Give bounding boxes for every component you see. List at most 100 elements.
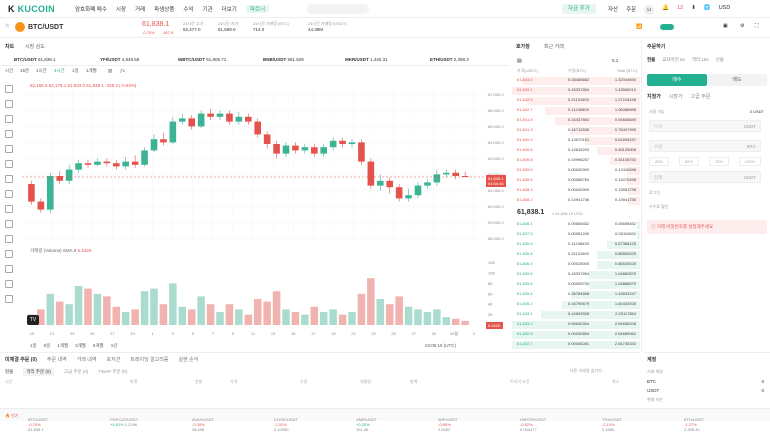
bid-row[interactable]: 61,835.8 0.16337854 1.04862879 xyxy=(512,271,640,279)
nav-markets[interactable]: 시장 xyxy=(115,7,127,13)
book-mode-icon[interactable]: ▤ xyxy=(517,58,522,64)
interval-4h[interactable]: 4시간 xyxy=(54,68,65,73)
nav-derivatives[interactable]: 파생상품 xyxy=(154,7,175,13)
range-1m[interactable]: 1개월 xyxy=(57,343,69,348)
tab-cross-margin[interactable]: 교차마진 5x xyxy=(662,57,685,62)
interval-1mo[interactable]: 1개월 xyxy=(86,68,97,73)
nav-institutional[interactable]: 기관 xyxy=(202,7,213,13)
mkt-tab-5[interactable]: ETH/USDT 2,398.3 xyxy=(430,57,469,62)
bid-row[interactable]: 61,836.8 0.21131900 0.88500025 xyxy=(512,251,640,259)
footer-ticker-item[interactable]: WIF/USDT -0.85% 2.5452 xyxy=(438,417,458,432)
ask-row[interactable]: 61,838.2 0.13941736 0.13941736 xyxy=(512,197,640,205)
tab-futures[interactable]: 선물 xyxy=(715,57,724,62)
ask-row[interactable]: 61,840.9 0.13570151 0.61695157 xyxy=(512,137,640,145)
bid-row[interactable]: 61,833.1 0.44693928 2.05117854 xyxy=(512,311,640,319)
tab-open-orders[interactable]: 미체결 주문 (0) xyxy=(5,357,37,363)
price-input[interactable]: 가격 USDT xyxy=(649,120,761,132)
nav-more[interactable]: 더보기 xyxy=(221,7,237,13)
interval-15m[interactable]: 15분 xyxy=(20,68,30,73)
set-trade-password-warning[interactable]: ⓘ 거래 비밀번호를 설정해주세요 xyxy=(647,220,767,234)
footer-ticker-item[interactable]: XMR/USDT +0.32% 151.46 xyxy=(356,417,377,432)
tab-positions[interactable]: 포지션 xyxy=(106,357,121,363)
kucoin-logo[interactable]: K KUCOIN xyxy=(8,4,55,14)
ask-row[interactable]: 61,841.8 0.16437854 0.94845849 xyxy=(512,117,640,125)
bid-row[interactable]: 61,838.1 0.05658452 0.05658452 xyxy=(512,221,640,229)
ask-row[interactable]: 61,842.9 0.21131500 1.27218158 xyxy=(512,97,640,105)
nav-buy-crypto[interactable]: 암호화폐 매수 xyxy=(75,7,107,13)
ask-row[interactable]: 61,842.7 0.11240809 1.06086658 xyxy=(512,107,640,115)
mkt-tab-4[interactable]: MKR/USDT 1,440.31 xyxy=(345,57,388,62)
pen-icon[interactable] xyxy=(5,145,13,153)
login-link[interactable]: 로그인 xyxy=(649,190,661,195)
mkt-tab-0[interactable]: BTC/USDT 61,838.1 xyxy=(14,57,56,62)
hline-icon[interactable] xyxy=(5,115,13,123)
total-input[interactable]: 합계 USDT xyxy=(649,171,761,183)
footer-ticker-item[interactable]: TRX/USDT -2.10% 0.1566 xyxy=(602,417,622,432)
ask-row[interactable]: 61,839.0 0.00040000 0.14110496 xyxy=(512,167,640,175)
nav-earn[interactable]: 수익 xyxy=(183,7,194,13)
amount-input[interactable]: 수량 BTC xyxy=(649,140,761,152)
tab-algos[interactable]: 트레이딩 알고리즘 xyxy=(130,357,169,363)
sell-tab[interactable]: 매도 xyxy=(707,74,767,86)
indicators-icon[interactable]: ƒx xyxy=(120,68,125,73)
pair-selector[interactable]: BTC/USDT xyxy=(28,24,64,31)
heart-icon[interactable] xyxy=(5,205,13,213)
range-1y[interactable]: 1년 xyxy=(110,343,118,348)
tab-recent-trades[interactable]: 최근 거래 xyxy=(544,44,564,50)
ask-row[interactable]: 61,838.8 0.00088760 0.14070496 xyxy=(512,177,640,185)
bid-row[interactable]: 61,835.6 0.00005700 1.04868579 xyxy=(512,281,640,289)
tab-pnl[interactable]: 실현 손익 xyxy=(178,357,199,363)
hide-other-pairs[interactable]: 다른 거래쌍 숨기기 xyxy=(570,368,602,373)
ask-row[interactable]: 61,839.8 0.19998257 0.34108753 xyxy=(512,157,640,165)
type-advanced[interactable]: 고급 주문 xyxy=(690,94,711,100)
tab-isolated[interactable]: 격리 10x xyxy=(691,57,709,62)
settings-icon[interactable]: ⚙ xyxy=(740,23,745,29)
trash-icon[interactable] xyxy=(5,295,13,303)
mkt-tab-3[interactable]: BNB/USDT 561.529 xyxy=(263,57,304,62)
sub-isolated[interactable]: 격리 주문 (0) xyxy=(23,368,54,376)
sub-advanced[interactable]: 고급 주문 (0) xyxy=(63,369,89,374)
ask-row[interactable]: 61,843.1 0.16337854 1.43556012 xyxy=(512,87,640,95)
pct-25[interactable]: 25% xyxy=(649,157,670,166)
tab-spot[interactable]: 현물 xyxy=(647,57,656,62)
ask-row[interactable]: 61,838.3 0.00040000 0.13981736 xyxy=(512,187,640,195)
mkt-tab-2[interactable]: WBTC/USDT 61,805.71 xyxy=(178,57,227,62)
assets-menu[interactable]: 자산 xyxy=(608,7,619,13)
bell-icon[interactable]: 🔔 xyxy=(662,5,670,11)
bid-row[interactable]: 61,832.8 0.00030854 2.64689062 xyxy=(512,331,640,339)
deposit-button[interactable]: 자금 추가 xyxy=(562,4,596,14)
fee-discount[interactable]: 수수료 할인 xyxy=(649,204,669,209)
interval-1d[interactable]: 1일 xyxy=(72,68,79,73)
tab-orderbook[interactable]: 호가창 xyxy=(516,44,530,50)
interval-1h[interactable]: 1시간 xyxy=(36,68,47,73)
bid-row[interactable]: 61,836.9 0.11248433 0.67368125 xyxy=(512,241,640,249)
bid-row[interactable]: 61,836.4 0.00025000 0.88525025 xyxy=(512,261,640,269)
footer-ticker-item[interactable]: DOGE/USDT -1.02% 0.10950 xyxy=(274,417,298,432)
ask-row[interactable]: 61,840.6 0.14816253 0.48125006 xyxy=(512,147,640,155)
layout-icon[interactable]: ▣ xyxy=(723,23,728,29)
pct-50[interactable]: 50% xyxy=(678,157,699,166)
tab-trade-history[interactable]: 거래 내역 xyxy=(76,357,97,363)
candle-type-icon[interactable]: ▥ xyxy=(108,68,113,73)
ask-row[interactable]: 61,841.3 0.16712838 0.78407995 xyxy=(512,127,640,135)
pct-75[interactable]: 75% xyxy=(708,157,729,166)
global-search-input[interactable] xyxy=(307,4,369,14)
footer-ticker-item[interactable]: ETH/USDT -1.27% 2,398.30 xyxy=(684,417,704,432)
tab-depth[interactable]: 시장 심도 xyxy=(25,44,45,50)
pattern-icon[interactable] xyxy=(5,175,13,183)
globe-icon[interactable]: 🌐 xyxy=(703,5,711,11)
crosshair-icon[interactable] xyxy=(5,85,13,93)
trendline-icon[interactable] xyxy=(5,100,13,108)
range-5d[interactable]: 5일 xyxy=(43,343,51,348)
ruler-icon[interactable] xyxy=(5,220,13,228)
star-icon[interactable]: ☆ xyxy=(5,23,10,29)
type-market[interactable]: 시장가 xyxy=(668,94,683,100)
nav-partner[interactable]: 파트너 xyxy=(245,5,270,13)
fib-icon[interactable] xyxy=(5,190,13,198)
tab-chart[interactable]: 차트 xyxy=(5,44,15,50)
nav-trade[interactable]: 거래 xyxy=(135,7,146,13)
footer-ticker-item[interactable]: BTC/USDT -0.75% 61,838.1 xyxy=(28,417,48,432)
user-avatar[interactable]: LI xyxy=(644,5,655,15)
sub-twap[interactable]: TWAP 주문 (0) xyxy=(98,369,128,374)
text-icon[interactable] xyxy=(5,160,13,168)
